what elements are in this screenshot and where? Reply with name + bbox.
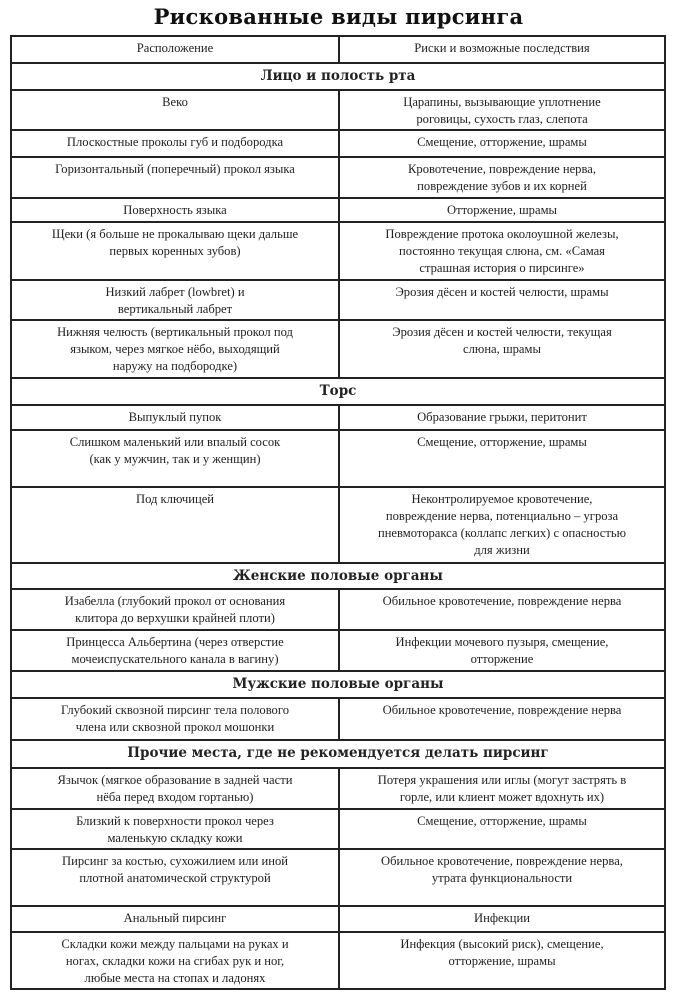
section-row: Мужские половые органы xyxy=(12,670,664,697)
table-row: Низкий лабрет (lowbret) и вертикальный л… xyxy=(12,279,664,319)
risk-cell: Смещение, отторжение, шрамы xyxy=(417,135,587,149)
table-row: Плоскостные проколы губ и подбородка Смещ… xyxy=(12,129,664,156)
section-row: Лицо и полость рта xyxy=(12,62,664,89)
risk-cell: Обильное кровотечение, повреждение нерва xyxy=(382,703,622,717)
table-row: Пирсинг за костью, сухожилием или иной п… xyxy=(12,848,664,905)
risk-cell: Неконтролируемое кровотечение, поврежден… xyxy=(377,492,627,557)
place-cell: Низкий лабрет (lowbret) и вертикальный л… xyxy=(12,281,340,319)
table-row: Принцесса Альбертина (через отверстие мо… xyxy=(12,629,664,670)
section-title: Мужские половые органы xyxy=(232,676,444,692)
risk-cell: Смещение, отторжение, шрамы xyxy=(417,814,587,828)
place-cell: Слишком маленький или впалый сосок (как … xyxy=(12,431,340,486)
risk-cell: Эрозия дёсен и костей челюсти, шрамы xyxy=(395,285,609,299)
place-cell: Изабелла (глубокий прокол от основания к… xyxy=(12,590,340,629)
risk-cell: Потеря украшения или иглы (могут застрят… xyxy=(377,773,627,804)
table-row: Складки кожи между пальцами на руках и н… xyxy=(12,931,664,988)
table-row: Анальный пирсинг Инфекции xyxy=(12,905,664,931)
place-cell: Горизонтальный (поперечный) прокол языка xyxy=(12,158,340,197)
section-title: Лицо и полость рта xyxy=(260,68,416,84)
risk-cell: Кровотечение, повреждение нерва, поврежд… xyxy=(408,162,596,193)
place-cell: Пирсинг за костью, сухожилием или иной п… xyxy=(12,850,340,905)
section-row: Прочие места, где не рекомендуется делат… xyxy=(12,739,664,767)
table-row: Под ключицей Неконтролируемое кровотечени… xyxy=(12,486,664,562)
table-row: Горизонтальный (поперечный) прокол языка… xyxy=(12,156,664,197)
place-cell: Под ключицей xyxy=(12,488,340,562)
risk-cell: Инфекция (высокий риск), смещение, оттор… xyxy=(400,937,604,968)
risk-cell: Инфекции мочевого пузыря, смещение, отто… xyxy=(395,635,609,666)
header-place: Расположение xyxy=(12,37,340,62)
table-row: Слишком маленький или впалый сосок (как … xyxy=(12,429,664,486)
place-cell: Складки кожи между пальцами на руках и н… xyxy=(12,933,340,988)
place-cell: Язычок (мягкое образование в задней част… xyxy=(12,769,340,808)
section-title: Прочие места, где не рекомендуется делат… xyxy=(127,745,549,761)
table-row: Поверхность языка Отторжение, шрамы xyxy=(12,197,664,221)
table-row: Щеки (я больше не прокалываю щеки дальше… xyxy=(12,221,664,279)
place-cell: Плоскостные проколы губ и подбородка xyxy=(12,131,340,156)
section-title: Торс xyxy=(319,383,357,399)
risk-cell: Повреждение протока околоушной железы, п… xyxy=(385,227,619,275)
place-cell: Выпуклый пупок xyxy=(12,406,340,429)
page-title: Рискованные виды пирсинга xyxy=(153,4,524,29)
place-cell: Глубокий сквозной пирсинг тела полового … xyxy=(12,699,340,739)
risk-table: Расположение Риски и возможные последств… xyxy=(10,35,666,990)
table-header-row: Расположение Риски и возможные последств… xyxy=(12,37,664,62)
table-row: Веко Царапины, вызывающие уплотнение рого… xyxy=(12,89,664,129)
risk-cell: Смещение, отторжение, шрамы xyxy=(417,435,587,449)
risk-cell: Эрозия дёсен и костей челюсти, текущая с… xyxy=(392,325,612,356)
risk-cell: Отторжение, шрамы xyxy=(446,203,558,217)
risk-cell: Обильное кровотечение, повреждение нерва xyxy=(382,594,622,608)
place-cell: Щеки (я больше не прокалываю щеки дальше… xyxy=(12,223,340,279)
section-row: Торс xyxy=(12,377,664,404)
section-title: Женские половые органы xyxy=(233,568,443,584)
risk-cell: Обильное кровотечение, повреждение нерва… xyxy=(381,854,623,885)
risk-cell: Инфекции xyxy=(474,911,530,925)
place-cell: Близкий к поверхности прокол через мален… xyxy=(12,810,340,848)
table-row: Язычок (мягкое образование в задней част… xyxy=(12,767,664,808)
place-cell: Поверхность языка xyxy=(12,199,340,221)
table-row: Выпуклый пупок Образование грыжи, перитон… xyxy=(12,404,664,429)
table-row: Нижняя челюсть (вертикальный прокол под … xyxy=(12,319,664,377)
place-cell: Анальный пирсинг xyxy=(12,907,340,931)
risk-cell: Царапины, вызывающие уплотнение роговицы… xyxy=(403,95,601,126)
place-cell: Нижняя челюсть (вертикальный прокол под … xyxy=(12,321,340,377)
place-cell: Веко xyxy=(12,91,340,129)
header-risk: Риски и возможные последствия xyxy=(414,41,590,55)
risk-cell: Образование грыжи, перитонит xyxy=(417,410,587,424)
place-cell: Принцесса Альбертина (через отверстие мо… xyxy=(12,631,340,670)
table-row: Изабелла (глубокий прокол от основания к… xyxy=(12,588,664,629)
table-row: Близкий к поверхности прокол через мален… xyxy=(12,808,664,848)
section-row: Женские половые органы xyxy=(12,562,664,588)
table-row: Глубокий сквозной пирсинг тела полового … xyxy=(12,697,664,739)
